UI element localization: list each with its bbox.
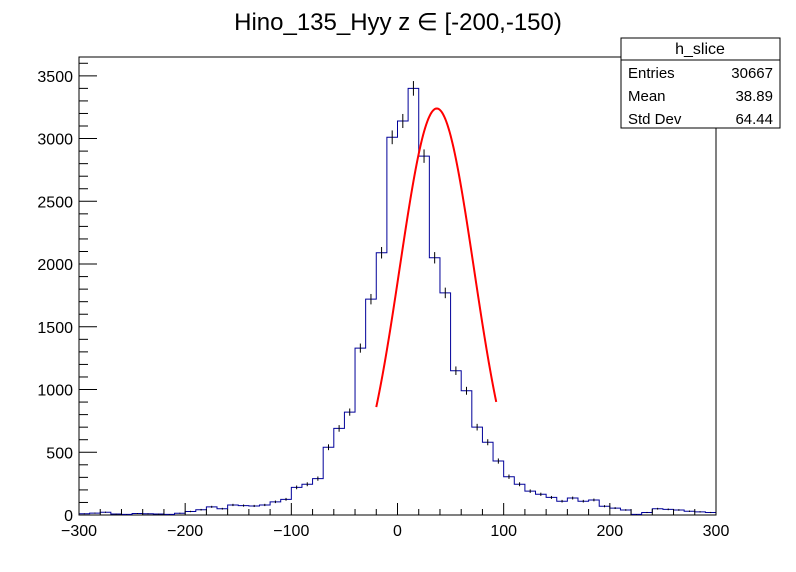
histogram-bin (461, 391, 472, 515)
y-tick-label: 500 (46, 445, 73, 462)
histogram-bin (663, 509, 674, 515)
histogram-bin (589, 500, 600, 515)
stats-entries-value: 30667 (731, 65, 773, 82)
x-axis: −300 −200 −100 0 100 200 300 (61, 503, 729, 540)
y-tick-label: 1500 (37, 320, 73, 337)
histogram-bin (249, 506, 260, 515)
histogram-bin (546, 497, 557, 515)
histogram-bin (578, 501, 589, 515)
y-tick-label: 1000 (37, 383, 73, 400)
y-tick-label: 0 (64, 508, 73, 525)
histogram-bin (652, 509, 663, 515)
histogram-bin (557, 501, 568, 515)
x-tick-label: −200 (167, 523, 203, 540)
histogram-bin (228, 505, 239, 515)
histogram-bin (291, 487, 302, 515)
gaussian-fit-curve (375, 107, 498, 408)
stats-stddev-label: Std Dev (628, 111, 682, 128)
histogram-bin (259, 505, 270, 515)
x-tick-label: −300 (61, 523, 97, 540)
histogram-bin (599, 506, 610, 515)
stats-mean-label: Mean (628, 88, 666, 105)
histogram-bin (451, 371, 462, 515)
stats-entries-label: Entries (628, 65, 675, 82)
histogram-bin (387, 137, 398, 515)
histogram-bin (270, 502, 281, 515)
histogram-bin (206, 507, 217, 515)
histogram-bin (493, 461, 504, 515)
histogram-bin (525, 491, 536, 515)
histogram-bin (472, 427, 483, 515)
histogram-bin (536, 494, 547, 515)
histogram-bin (398, 121, 409, 515)
x-tick-label: 300 (703, 523, 730, 540)
histogram-bin (429, 258, 440, 515)
stats-box-title: h_slice (675, 41, 725, 58)
histogram-bin (567, 498, 578, 515)
histogram-layer (78, 87, 717, 515)
y-tick-label: 3000 (37, 132, 73, 149)
histogram-bin (313, 479, 324, 515)
histogram-bin (323, 447, 334, 515)
histogram-bin (302, 484, 313, 515)
histogram-bin (334, 428, 345, 515)
error-bar-layer (83, 81, 712, 515)
x-tick-label: −100 (273, 523, 309, 540)
histogram-bin (514, 484, 525, 515)
histogram-bin (238, 506, 249, 515)
y-tick-label: 2000 (37, 257, 73, 274)
y-tick-label: 3500 (37, 69, 73, 86)
y-tick-label: 2500 (37, 194, 73, 211)
histogram-bin (419, 156, 430, 515)
histogram-bin (366, 299, 377, 515)
x-tick-label: 0 (393, 523, 402, 540)
stats-box: h_slice Entries 30667 Mean 38.89 Std Dev… (620, 37, 781, 129)
histogram-bin (504, 477, 515, 515)
histogram-bin (344, 412, 355, 515)
stats-stddev-value: 64.44 (735, 111, 773, 128)
stats-mean-value: 38.89 (735, 88, 773, 105)
x-tick-label: 100 (490, 523, 517, 540)
histogram-bin (440, 293, 451, 515)
histogram-bin (482, 442, 493, 515)
histogram-bin (281, 499, 292, 515)
x-tick-label: 200 (596, 523, 623, 540)
chart-title: Hino_135_Hyy z ∈ [-200,-150) (234, 9, 562, 36)
histogram-bin (610, 508, 621, 515)
histogram-bin (355, 348, 366, 515)
histogram-bin (217, 509, 228, 515)
y-axis: 0 500 1000 1500 2000 2500 3000 3500 (37, 62, 97, 525)
stats-box-frame (620, 37, 781, 129)
histogram-bin (408, 88, 419, 515)
